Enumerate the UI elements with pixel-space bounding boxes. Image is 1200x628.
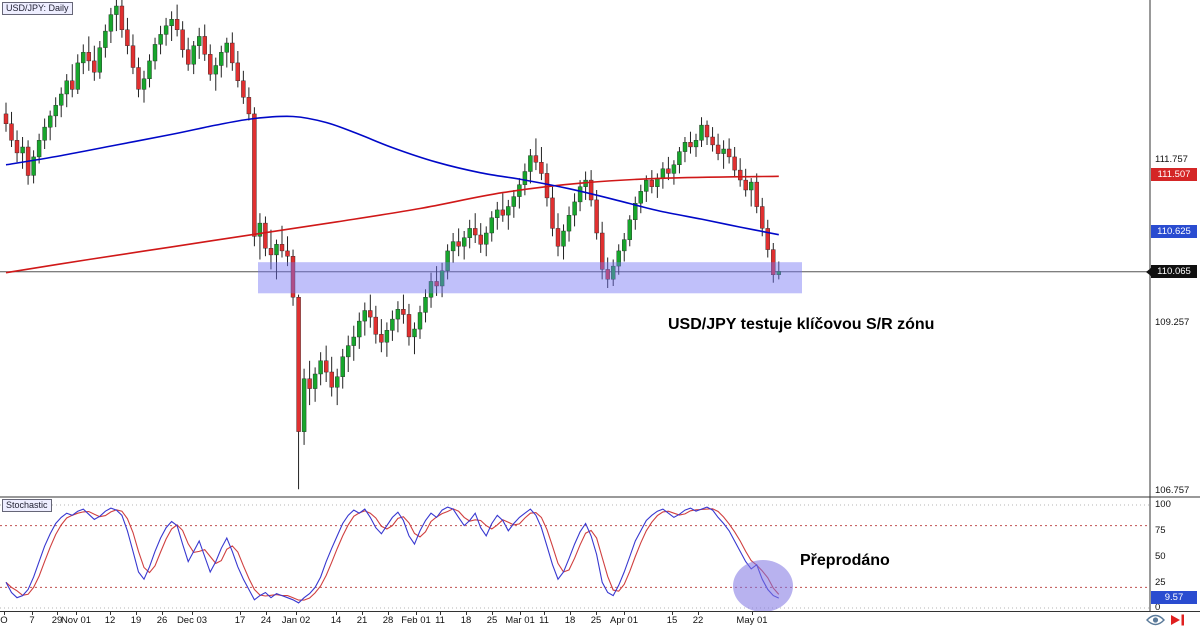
price-axis-label: 0 (1155, 602, 1161, 613)
time-axis-label: 15 (666, 615, 678, 626)
time-axis-label: 11 (435, 615, 445, 626)
time-axis-label: 22 (692, 615, 704, 626)
time-axis-tick (672, 612, 673, 615)
time-axis-label: 26 (156, 615, 168, 626)
price-axis-label: 75 (1155, 525, 1166, 536)
time-axis-tick (544, 612, 545, 615)
time-axis-tick (4, 612, 5, 615)
price-axis-label: 25 (1155, 577, 1166, 588)
price-axis-label: 106.757 (1155, 485, 1190, 496)
time-axis-tick (440, 612, 441, 615)
time-axis-tick (752, 612, 753, 615)
indicator-label: Stochastic (2, 499, 52, 512)
time-axis-label: 29 (51, 615, 63, 626)
time-axis-label: Mar 01 (505, 615, 535, 626)
time-axis-label: 18 (564, 615, 576, 626)
time-axis-label: 14 (330, 615, 342, 626)
time-axis-tick (336, 612, 337, 615)
price-axis-label: 50 (1155, 551, 1166, 562)
time-axis-label: 11 (539, 615, 549, 626)
time-axis-label: 19 (130, 615, 142, 626)
time-axis-label: 17 (234, 615, 246, 626)
time-axis-tick (596, 612, 597, 615)
scroll-to-end-arrow-icon[interactable] (1171, 613, 1186, 627)
time-axis-tick (57, 612, 58, 615)
time-axis-label: 21 (356, 615, 368, 626)
time-axis-label: 7 (29, 615, 35, 626)
time-axis-label: Feb 01 (401, 615, 431, 626)
time-axis-tick (266, 612, 267, 615)
time-axis-tick (362, 612, 363, 615)
time-axis-tick (520, 612, 521, 615)
time-axis-tick (698, 612, 699, 615)
time-axis-tick (110, 612, 111, 615)
time-axis-tick (570, 612, 571, 615)
time-axis-tick (466, 612, 467, 615)
time-axis-tick (416, 612, 417, 615)
time-axis-tick (624, 612, 625, 615)
time-axis-tick (162, 612, 163, 615)
chart-canvas[interactable] (0, 0, 1200, 611)
time-axis-tick (240, 612, 241, 615)
price-axis-label: 100 (1155, 499, 1171, 510)
price-badge: 9.57 (1151, 591, 1197, 604)
price-badge: 110.625 (1151, 225, 1197, 238)
time-axis-tick (492, 612, 493, 615)
visibility-eye-icon[interactable] (1146, 614, 1165, 626)
time-axis[interactable]: O 7 29 Nov 01 12 19 26 Dec 03 17 24 Jan 02 14 21 28 Fe… (0, 611, 1200, 628)
time-axis-label: 24 (260, 615, 272, 626)
price-pointer-icon (1146, 267, 1151, 276)
time-axis-tick (296, 612, 297, 615)
price-badge: 110.065 (1146, 265, 1197, 278)
symbol-timeframe-label: USD/JPY: Daily (2, 2, 73, 15)
price-badge: 111.507 (1151, 168, 1197, 181)
time-axis-label: 18 (460, 615, 472, 626)
price-axis-label: 109.257 (1155, 317, 1190, 328)
time-axis-label: May 01 (736, 615, 768, 626)
price-axis-label: 111.757 (1155, 154, 1188, 165)
time-axis-label: O (0, 615, 8, 626)
time-axis-tick (32, 612, 33, 615)
time-axis-tick (388, 612, 389, 615)
time-axis-label: Jan 02 (281, 615, 311, 626)
time-axis-label: Dec 03 (176, 615, 208, 626)
time-axis-tick (136, 612, 137, 615)
price-axis[interactable]: 111.757 109.257 106.757 100 75 50 25 0 111.507 11… (1146, 0, 1200, 613)
time-axis-label: 25 (486, 615, 498, 626)
chart-corner-icons (1146, 612, 1186, 628)
time-axis-tick (76, 612, 77, 615)
time-axis-label: 28 (382, 615, 394, 626)
time-axis-tick (192, 612, 193, 615)
time-axis-label: 12 (104, 615, 116, 626)
time-axis-label: 25 (590, 615, 602, 626)
time-axis-label: Apr 01 (610, 615, 638, 626)
time-axis-label: Nov 01 (60, 615, 92, 626)
